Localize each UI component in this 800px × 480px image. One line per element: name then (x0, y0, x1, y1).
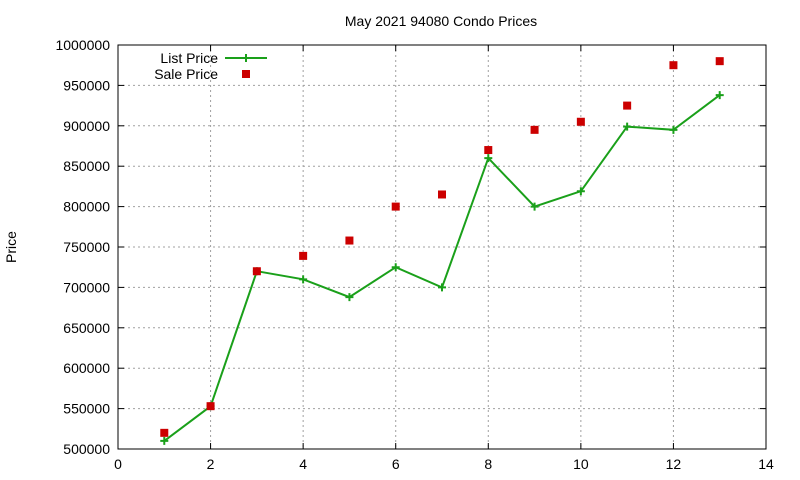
x-tick-label: 4 (299, 456, 307, 472)
x-tick-label: 12 (666, 456, 682, 472)
legend-label: Sale Price (154, 66, 218, 82)
data-point (484, 154, 493, 163)
data-point (345, 236, 354, 245)
data-point (484, 146, 493, 155)
data-point (530, 125, 539, 134)
data-point (715, 91, 724, 100)
data-point (669, 125, 678, 134)
y-tick-label: 1000000 (55, 37, 110, 53)
series-sale-price (160, 57, 724, 437)
data-point (438, 190, 446, 199)
chart-title: May 2021 94080 Condo Prices (345, 13, 537, 29)
data-point (160, 436, 169, 445)
grid (118, 45, 766, 449)
data-point (252, 267, 261, 276)
y-tick-label: 950000 (63, 77, 110, 93)
plot-border (117, 44, 767, 450)
data-point (299, 275, 308, 284)
series-list-price (160, 91, 724, 445)
data-point (299, 251, 308, 260)
y-tick-label: 650000 (63, 320, 110, 336)
data-point (669, 61, 678, 70)
series-line (163, 94, 721, 442)
y-tick-label: 800000 (63, 199, 110, 215)
x-tick-label: 2 (207, 456, 215, 472)
y-tick-label: 500000 (63, 441, 110, 457)
y-tick-label: 600000 (63, 360, 110, 376)
legend-swatch (242, 70, 250, 78)
data-point (345, 293, 354, 302)
data-point (623, 101, 632, 110)
data-point (576, 117, 585, 126)
y-tick-label: 850000 (63, 158, 110, 174)
y-axis-label: Price (3, 231, 19, 263)
y-tick-label: 750000 (63, 239, 110, 255)
data-point (715, 57, 724, 66)
tick-labels: 500000 550000 600000 650000 700000 750000 8000… (55, 37, 774, 472)
x-tick-label: 10 (573, 456, 589, 472)
data-point (160, 428, 169, 437)
axes (117, 44, 767, 450)
data-point (391, 263, 400, 272)
series (160, 57, 724, 445)
legend-marker (242, 54, 250, 62)
x-tick-label: 6 (392, 456, 400, 472)
x-tick-label: 0 (114, 456, 122, 472)
legend-label: List Price (160, 50, 218, 66)
data-point (576, 187, 585, 196)
x-tick-label: 14 (758, 456, 774, 472)
data-point (438, 283, 446, 292)
x-tick-label: 8 (484, 456, 492, 472)
data-point (623, 122, 632, 131)
y-tick-label: 700000 (63, 279, 110, 295)
y-tick-label: 900000 (63, 118, 110, 134)
data-point (391, 202, 400, 211)
y-tick-label: 550000 (63, 401, 110, 417)
data-point (530, 202, 539, 211)
data-point (206, 402, 215, 411)
